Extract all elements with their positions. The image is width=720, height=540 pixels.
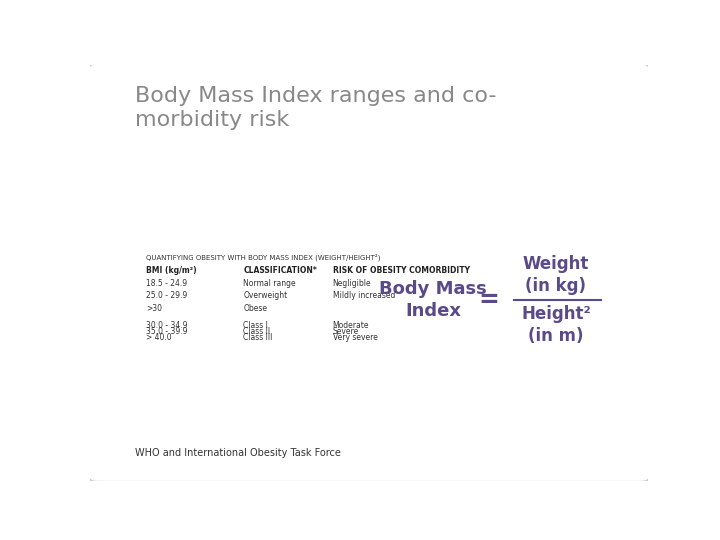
Text: 18.5 - 24.9: 18.5 - 24.9	[145, 279, 187, 288]
Text: Class II: Class II	[243, 327, 271, 336]
Text: Normal range: Normal range	[243, 279, 296, 288]
Text: >30: >30	[145, 304, 162, 313]
Text: Height²
(in m): Height² (in m)	[521, 305, 591, 345]
Text: > 40.0: > 40.0	[145, 333, 171, 342]
Text: WHO and International Obesity Task Force: WHO and International Obesity Task Force	[135, 448, 341, 458]
Text: Severe: Severe	[333, 327, 359, 336]
FancyBboxPatch shape	[89, 64, 649, 482]
Text: Very severe: Very severe	[333, 333, 377, 342]
Text: Class III: Class III	[243, 333, 273, 342]
Text: 30.0 - 34.9: 30.0 - 34.9	[145, 321, 187, 329]
Text: QUANTIFYING OBESITY WITH BODY MASS INDEX (WEIGHT/HEIGHT²): QUANTIFYING OBESITY WITH BODY MASS INDEX…	[145, 254, 380, 261]
Text: Class I: Class I	[243, 321, 269, 329]
Text: RISK OF OBESITY COMORBIDITY: RISK OF OBESITY COMORBIDITY	[333, 266, 469, 275]
Text: BMI (kg/m²): BMI (kg/m²)	[145, 266, 197, 275]
Text: CLASSIFICATION*: CLASSIFICATION*	[243, 266, 318, 275]
Text: 35.0 - 39.9: 35.0 - 39.9	[145, 327, 187, 336]
Text: Body Mass
Index: Body Mass Index	[379, 280, 487, 320]
Text: 25.0 - 29.9: 25.0 - 29.9	[145, 292, 187, 300]
Text: Negligible: Negligible	[333, 279, 372, 288]
Text: Mildly increased: Mildly increased	[333, 292, 395, 300]
Text: Body Mass Index ranges and co-
morbidity risk: Body Mass Index ranges and co- morbidity…	[135, 85, 496, 130]
Text: Overweight: Overweight	[243, 292, 288, 300]
Text: Moderate: Moderate	[333, 321, 369, 329]
Text: Weight
(in kg): Weight (in kg)	[523, 255, 589, 295]
Text: =: =	[479, 288, 500, 312]
Text: Obese: Obese	[243, 304, 267, 313]
